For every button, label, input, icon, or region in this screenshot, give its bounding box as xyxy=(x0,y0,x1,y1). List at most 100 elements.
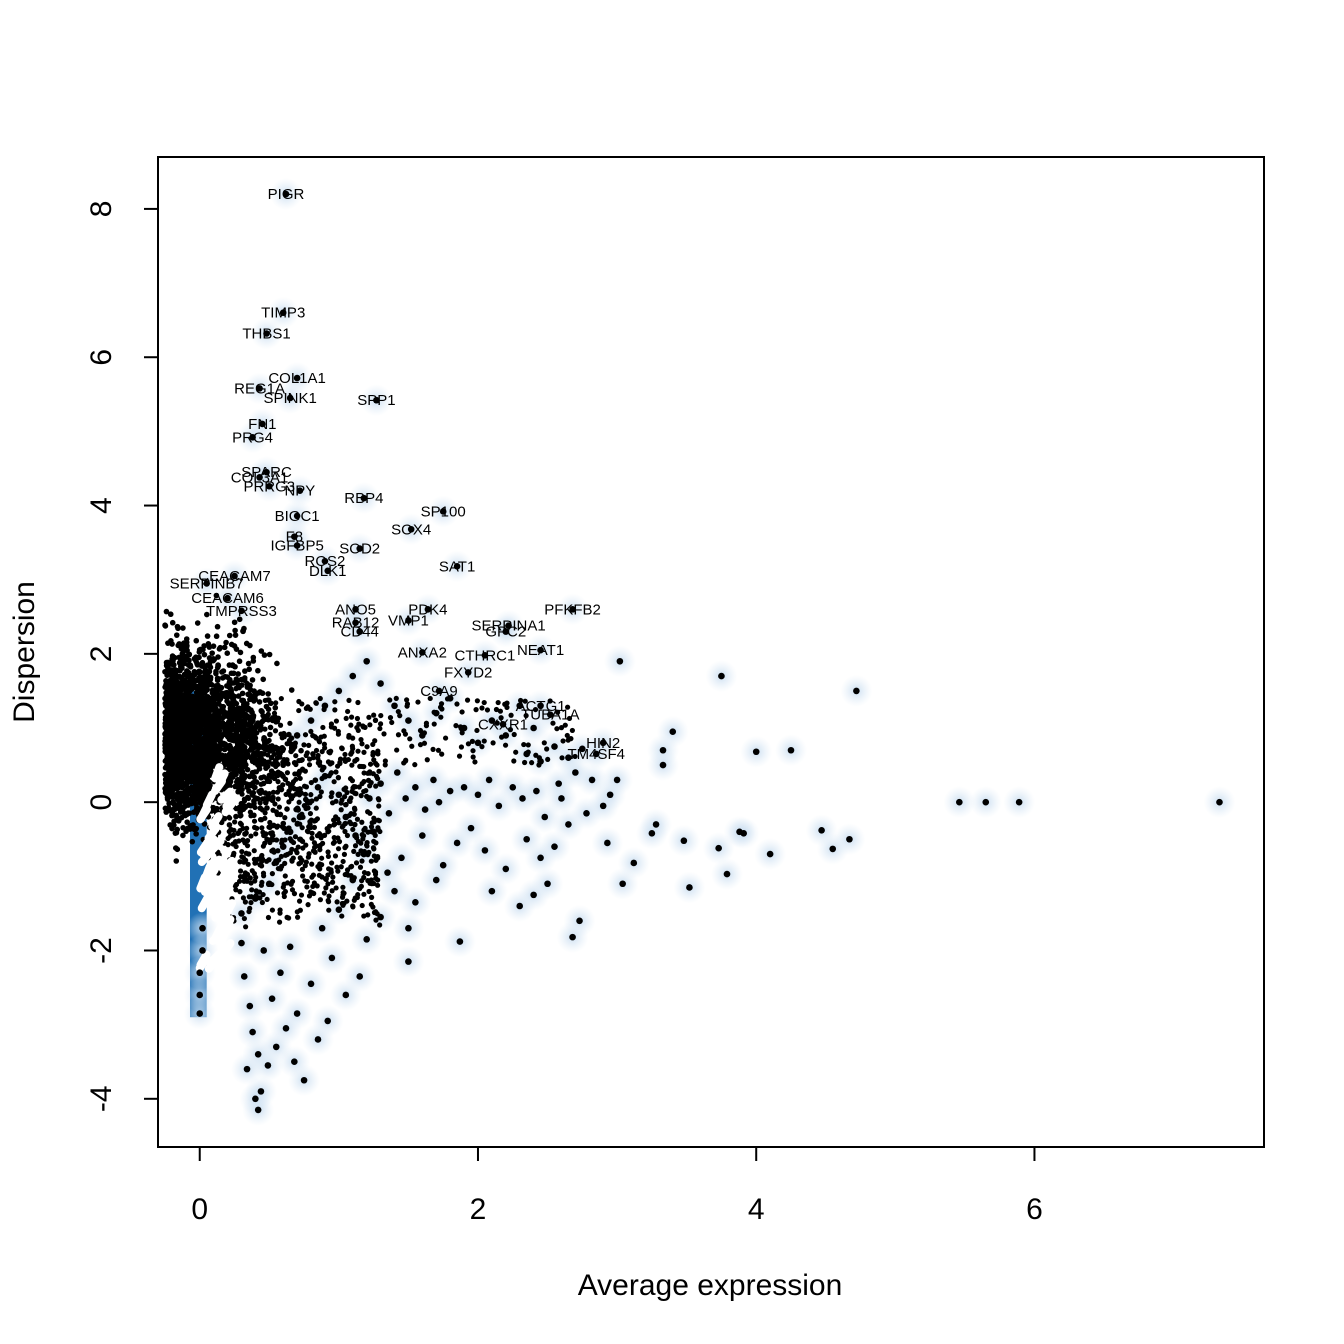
background-point xyxy=(258,648,265,654)
background-point xyxy=(239,682,245,688)
gene-label-vmp1: VMP1 xyxy=(388,612,429,629)
background-point xyxy=(394,747,400,753)
background-point xyxy=(465,741,472,747)
background-point xyxy=(251,741,257,747)
background-point xyxy=(163,720,169,727)
background-point xyxy=(201,663,208,670)
background-point xyxy=(335,774,341,781)
background-point xyxy=(219,703,225,710)
background-point xyxy=(356,784,362,790)
background-point xyxy=(306,762,313,768)
background-point xyxy=(176,783,182,790)
background-point xyxy=(310,755,316,761)
background-point xyxy=(435,747,442,753)
background-point xyxy=(340,884,346,890)
data-point xyxy=(432,876,440,884)
background-point xyxy=(227,775,234,781)
background-point xyxy=(310,883,316,890)
background-point xyxy=(207,664,214,671)
data-point xyxy=(377,680,384,687)
gene-point-ceacam6 xyxy=(224,594,231,602)
background-point xyxy=(177,663,184,670)
data-point xyxy=(956,798,963,806)
background-point xyxy=(212,746,219,753)
background-point xyxy=(242,668,248,674)
gene-point-ros2 xyxy=(321,557,329,565)
background-point xyxy=(264,896,270,903)
gene-point-cxxr1 xyxy=(499,721,507,728)
background-point xyxy=(330,874,336,880)
background-point xyxy=(177,743,183,749)
data-point xyxy=(659,746,667,754)
background-point xyxy=(371,909,378,916)
background-point xyxy=(282,815,288,821)
data-point xyxy=(537,854,544,862)
background-point xyxy=(430,746,436,752)
data-point xyxy=(377,913,384,921)
data-point xyxy=(363,657,370,665)
data-point xyxy=(519,795,526,802)
background-point xyxy=(454,701,460,707)
data-point xyxy=(272,1043,280,1051)
background-point xyxy=(175,735,182,742)
background-point xyxy=(350,785,356,791)
y-axis-title: Dispersion xyxy=(8,581,41,723)
background-point xyxy=(253,769,260,775)
background-point xyxy=(169,812,175,819)
data-point xyxy=(1015,798,1023,806)
background-point xyxy=(168,735,175,741)
background-point xyxy=(295,844,301,850)
background-point xyxy=(261,796,268,802)
background-point xyxy=(361,749,367,755)
background-point xyxy=(166,807,173,814)
data-point xyxy=(335,687,343,695)
background-point xyxy=(183,737,190,743)
background-point xyxy=(201,651,208,658)
background-point xyxy=(237,813,243,819)
background-point xyxy=(201,821,208,827)
background-point xyxy=(246,894,252,900)
background-point xyxy=(335,846,342,852)
background-point xyxy=(272,801,278,807)
background-point xyxy=(271,751,277,757)
data-point xyxy=(272,858,280,865)
background-point xyxy=(469,738,475,744)
background-point xyxy=(453,723,459,729)
background-point xyxy=(260,891,266,898)
background-point xyxy=(508,712,514,718)
background-point xyxy=(223,722,230,729)
data-point xyxy=(243,1065,251,1073)
background-point xyxy=(190,792,197,798)
background-point xyxy=(258,753,264,759)
background-point xyxy=(346,798,353,804)
background-point xyxy=(248,899,254,906)
background-point xyxy=(243,857,249,863)
background-point xyxy=(373,917,379,923)
background-point xyxy=(257,862,263,868)
background-point xyxy=(207,765,214,772)
background-point xyxy=(302,732,309,738)
background-point xyxy=(319,862,325,868)
background-point xyxy=(193,677,199,684)
background-point xyxy=(240,727,246,733)
background-point xyxy=(219,675,226,681)
background-point xyxy=(547,698,553,704)
gene-point-npy xyxy=(296,487,304,495)
background-point xyxy=(328,724,334,730)
background-point xyxy=(321,890,327,896)
gene-point-c9a9 xyxy=(435,687,443,695)
data-point xyxy=(286,943,294,951)
background-point xyxy=(366,714,372,720)
data-point xyxy=(238,910,245,917)
background-point xyxy=(188,702,194,708)
gene-label-npy: NPY xyxy=(284,483,315,500)
background-point xyxy=(225,760,231,766)
background-point xyxy=(351,848,357,854)
background-point xyxy=(279,823,285,830)
background-point xyxy=(296,861,302,867)
background-point xyxy=(291,817,297,823)
background-point xyxy=(340,858,346,865)
data-point xyxy=(432,709,440,717)
background-point xyxy=(227,756,234,762)
data-point xyxy=(286,828,294,836)
